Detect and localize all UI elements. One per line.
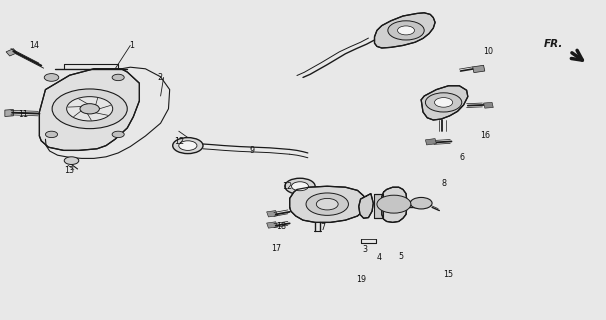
- Text: 13: 13: [64, 166, 75, 175]
- Text: 16: 16: [480, 131, 490, 140]
- Text: 17: 17: [271, 244, 282, 253]
- Circle shape: [285, 178, 315, 194]
- Polygon shape: [375, 13, 435, 48]
- Circle shape: [410, 197, 432, 209]
- Polygon shape: [290, 186, 367, 222]
- Text: 1: 1: [129, 41, 134, 50]
- Circle shape: [112, 74, 124, 81]
- Text: FR.: FR.: [544, 39, 564, 49]
- Polygon shape: [484, 102, 493, 108]
- Circle shape: [52, 89, 127, 129]
- Text: 12: 12: [175, 137, 185, 146]
- Circle shape: [388, 21, 424, 40]
- Polygon shape: [5, 109, 13, 116]
- Text: 19: 19: [356, 275, 367, 284]
- Polygon shape: [359, 194, 373, 218]
- Polygon shape: [473, 65, 485, 73]
- Polygon shape: [267, 211, 278, 217]
- Polygon shape: [374, 194, 383, 218]
- Circle shape: [306, 193, 348, 215]
- Polygon shape: [6, 49, 17, 56]
- Text: 4: 4: [377, 253, 382, 262]
- Polygon shape: [421, 86, 468, 120]
- Circle shape: [64, 157, 79, 164]
- Polygon shape: [425, 139, 436, 145]
- Circle shape: [179, 141, 197, 150]
- Text: 14: 14: [29, 41, 39, 50]
- Text: 12: 12: [282, 182, 292, 191]
- Circle shape: [316, 198, 338, 210]
- Circle shape: [398, 26, 415, 35]
- Circle shape: [112, 131, 124, 138]
- Circle shape: [67, 97, 113, 121]
- Text: 5: 5: [399, 252, 404, 261]
- Circle shape: [173, 138, 203, 154]
- Text: 10: 10: [484, 47, 494, 56]
- Circle shape: [377, 195, 411, 213]
- Circle shape: [45, 131, 58, 138]
- Text: 2: 2: [158, 73, 162, 82]
- Text: 18: 18: [276, 222, 286, 231]
- Polygon shape: [39, 69, 139, 150]
- Circle shape: [425, 93, 462, 112]
- Polygon shape: [382, 187, 407, 222]
- Text: 11: 11: [18, 110, 28, 119]
- Text: 9: 9: [250, 146, 255, 155]
- Circle shape: [435, 98, 453, 107]
- Polygon shape: [267, 222, 278, 228]
- Circle shape: [80, 104, 99, 114]
- Text: 7: 7: [320, 223, 325, 232]
- Circle shape: [291, 182, 308, 191]
- Circle shape: [44, 74, 59, 81]
- Text: 6: 6: [459, 153, 464, 162]
- Text: 3: 3: [362, 245, 367, 254]
- Text: 8: 8: [441, 179, 446, 188]
- Text: 15: 15: [444, 270, 454, 279]
